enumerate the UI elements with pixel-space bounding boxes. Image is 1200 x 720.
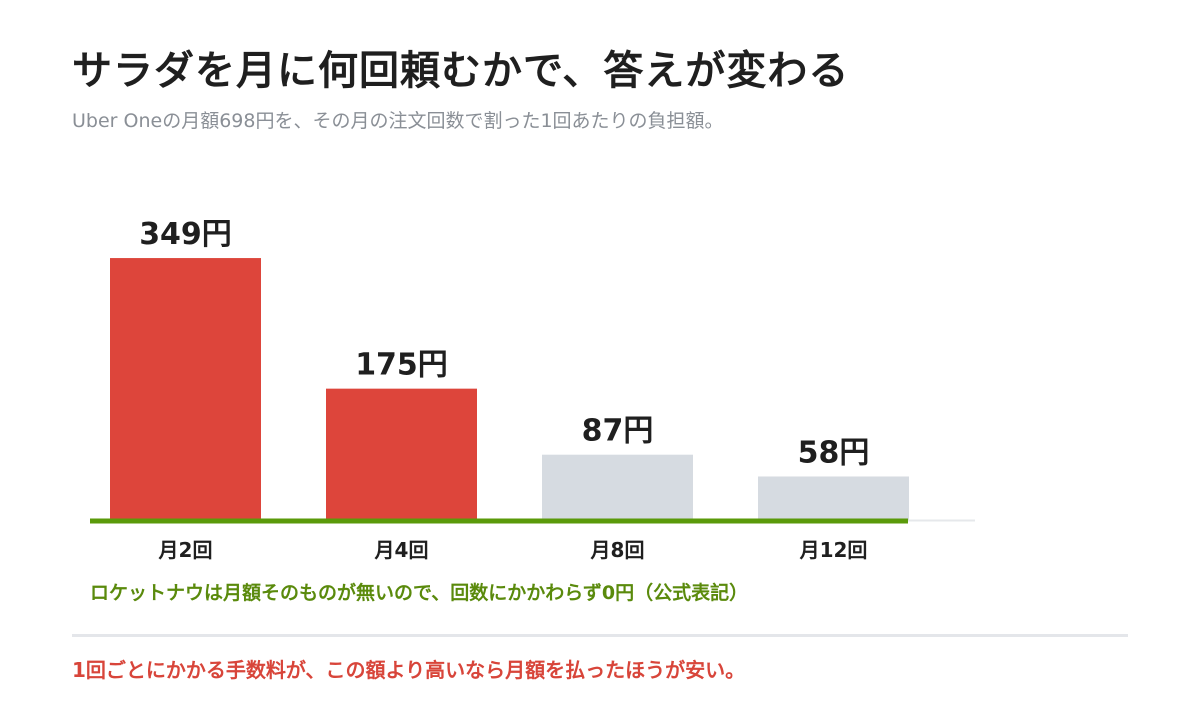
chart-subtitle: Uber Oneの月額698円を、その月の注文回数で割った1回あたりの負担額。 [72, 110, 724, 132]
bar-1 [110, 258, 261, 520]
bar-3 [542, 454, 693, 520]
chart-title: サラダを月に何回頼むかで、答えが変わる [72, 48, 850, 94]
category-label-3: 月8回 [590, 538, 645, 562]
bar-2 [326, 388, 477, 520]
category-label-2: 月4回 [374, 538, 429, 562]
bar-value-label-4: 58円 [798, 435, 870, 470]
bar-value-label-3: 87円 [582, 414, 654, 449]
category-label-1: 月2回 [158, 538, 213, 562]
category-label-4: 月12回 [799, 538, 868, 562]
divider [72, 634, 1128, 637]
conclusion-note: 1回ごとにかかる手数料が、この額より高いなら月額を払ったほうが安い。 [72, 658, 746, 682]
bars-group [110, 258, 909, 520]
bar-value-label-2: 175円 [355, 348, 448, 383]
bar-4 [758, 476, 909, 520]
rocket-now-note: ロケットナウは月額そのものが無いので、回数にかかわらず0円（公式表記） [90, 582, 749, 604]
bar-value-label-1: 349円 [139, 217, 232, 252]
